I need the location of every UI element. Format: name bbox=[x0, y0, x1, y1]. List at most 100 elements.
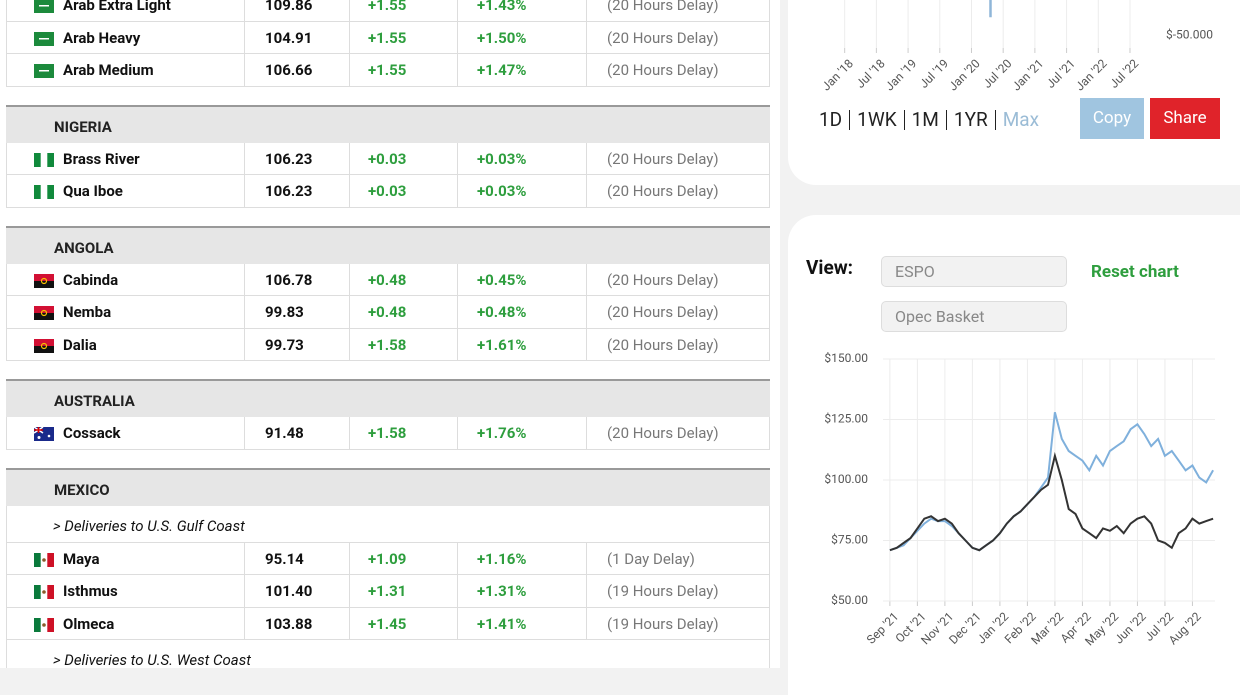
table-cell[interactable]: Cabinda bbox=[7, 263, 245, 295]
table-cell[interactable]: Nemba bbox=[7, 296, 245, 328]
section-header: MEXICO bbox=[6, 467, 770, 506]
table-cell: (20 Hours Delay) bbox=[607, 0, 719, 14]
x-tick-label: Jan '20 bbox=[946, 56, 983, 93]
table-cell: (19 Hours Delay) bbox=[607, 614, 719, 633]
table-cell: (1 Day Delay) bbox=[607, 549, 695, 568]
table-cell: +1.09 bbox=[350, 542, 458, 574]
x-tick-label: Jul '22 bbox=[1107, 56, 1142, 91]
section-header: AUSTRALIA bbox=[6, 379, 770, 417]
table-section: Arab Extra Light 109.86 +1.55 +1.43% (20 Hou… bbox=[6, 0, 770, 87]
flag bbox=[34, 427, 54, 441]
subheader: > Deliveries to U.S. West Coast bbox=[6, 640, 770, 668]
table-cell: 106.23 bbox=[245, 142, 350, 174]
flag bbox=[34, 617, 54, 632]
table-cell: +0.48 bbox=[350, 263, 458, 295]
table-cell: 106.66 bbox=[245, 54, 350, 86]
flag bbox=[34, 185, 54, 199]
period-button[interactable]: 1M bbox=[905, 110, 947, 130]
table-cell: 101.40 bbox=[245, 575, 350, 607]
table-cell: +0.03% bbox=[458, 175, 587, 207]
table-row: Brass River 106.23 +0.03 +0.03% (20 Hours De… bbox=[6, 142, 770, 175]
table-cell: +1.41% bbox=[458, 607, 587, 639]
table-cell[interactable]: Maya bbox=[7, 542, 245, 574]
period-button[interactable]: Max bbox=[1002, 108, 1040, 131]
table-cell: 109.86 bbox=[245, 0, 350, 21]
x-tick-label: Jan '21 bbox=[1009, 56, 1046, 93]
table-cell[interactable]: Cossack bbox=[7, 417, 245, 449]
table-cell: +1.16% bbox=[458, 542, 587, 574]
table-cell[interactable]: Brass River bbox=[7, 142, 245, 174]
table-cell[interactable]: Qua Iboe bbox=[7, 175, 245, 207]
table-cell: 95.14 bbox=[245, 542, 350, 574]
table-cell: +1.58 bbox=[350, 328, 458, 360]
y-tick-label: $-50.000 bbox=[1166, 27, 1213, 41]
table-cell: 103.88 bbox=[245, 607, 350, 639]
table-cell[interactable]: Olmeca bbox=[7, 607, 245, 639]
table-section: NIGERIA Brass River 106.23 +0.03 +0.03% (20 H… bbox=[6, 104, 770, 208]
copy-button[interactable]: Copy bbox=[1080, 98, 1144, 139]
table-row: Arab Extra Light 109.86 +1.55 +1.43% (20 Hou… bbox=[6, 0, 770, 22]
table-section: AUSTRALIA Cossack 91.48 +1.58 +1.76% (20 Hour… bbox=[6, 379, 770, 450]
table-cell: +1.76% bbox=[458, 417, 587, 449]
table-cell: +1.58 bbox=[350, 417, 458, 449]
table-row: Nemba 99.83 +0.48 +0.48% (20 Hours Delay) bbox=[6, 296, 770, 329]
x-tick-label: Sep '21 bbox=[864, 609, 901, 646]
view-label: View: bbox=[806, 256, 854, 279]
flag bbox=[34, 273, 54, 288]
period-button[interactable]: 1D bbox=[819, 110, 851, 130]
chart-card bbox=[788, 0, 1240, 185]
period-button[interactable]: 1WK bbox=[850, 110, 905, 130]
x-tick-label: Jul '20 bbox=[980, 56, 1015, 91]
x-tick-label: Jul '21 bbox=[1043, 56, 1077, 90]
table-cell: +1.43% bbox=[458, 0, 587, 21]
table-row: Isthmus 101.40 +1.31 +1.31% (19 Hours Delay) bbox=[6, 575, 770, 608]
select[interactable]: ESPO bbox=[881, 256, 1067, 287]
table-cell: (20 Hours Delay) bbox=[607, 28, 719, 47]
flag bbox=[34, 31, 54, 46]
subheader: > Deliveries to U.S. Gulf Coast bbox=[6, 505, 770, 543]
table-cell[interactable]: Dalia bbox=[7, 328, 245, 360]
table-cell: (20 Hours Delay) bbox=[607, 149, 719, 168]
flag bbox=[34, 552, 54, 567]
x-tick-label: Jan '19 bbox=[882, 56, 919, 93]
table-cell: +1.55 bbox=[350, 54, 458, 86]
select[interactable]: Opec Basket bbox=[881, 301, 1067, 332]
y-tick-label: $100.00 bbox=[824, 472, 868, 486]
table-row: Cabinda 106.78 +0.48 +0.45% (20 Hours Delay) bbox=[6, 263, 770, 296]
table-section: MEXICO > Deliveries to U.S. Gulf Coast May… bbox=[6, 467, 770, 668]
table-cell: +1.31% bbox=[458, 575, 587, 607]
table-cell[interactable]: Arab Medium bbox=[7, 54, 245, 86]
reset-chart-link[interactable]: Reset chart bbox=[1091, 262, 1179, 282]
table-cell[interactable]: Arab Heavy bbox=[7, 21, 245, 53]
table-cell: 99.83 bbox=[245, 296, 350, 328]
share-button[interactable]: Share bbox=[1150, 98, 1220, 139]
x-tick-label: Jul '18 bbox=[853, 56, 888, 91]
table-row: Cossack 91.48 +1.58 +1.76% (20 Hours Delay) bbox=[6, 417, 770, 450]
table-cell: (20 Hours Delay) bbox=[607, 335, 719, 354]
y-tick-label: $50.00 bbox=[831, 593, 868, 607]
table-cell: +0.03 bbox=[350, 175, 458, 207]
table-cell: +0.03 bbox=[350, 142, 458, 174]
flag bbox=[34, 152, 54, 167]
x-tick-label: Jan '22 bbox=[1073, 56, 1110, 93]
period-button[interactable]: 1YR bbox=[947, 110, 996, 130]
y-tick-label: $75.00 bbox=[831, 533, 868, 547]
table-cell: 91.48 bbox=[245, 417, 350, 449]
table-cell: +1.55 bbox=[350, 21, 458, 53]
x-tick-label: Jul '19 bbox=[917, 56, 951, 90]
y-tick-label: $125.00 bbox=[824, 412, 868, 426]
table-cell: (20 Hours Delay) bbox=[607, 424, 719, 442]
table-cell: +0.48% bbox=[458, 296, 587, 328]
table-cell: 104.91 bbox=[245, 21, 350, 53]
table-cell: +1.47% bbox=[458, 54, 587, 86]
table-row: Maya 95.14 +1.09 +1.16% (1 Day Delay) bbox=[6, 542, 770, 575]
table-cell[interactable]: Isthmus bbox=[7, 575, 245, 607]
table-cell: (20 Hours Delay) bbox=[607, 270, 719, 289]
table-cell: +0.48 bbox=[350, 296, 458, 328]
price-table-area: Arab Extra Light 109.86 +1.55 +1.43% (20 Hou… bbox=[0, 0, 780, 668]
data-line bbox=[889, 451, 1214, 552]
price-table: Arab Extra Light 109.86 +1.55 +1.43% (20 Hou… bbox=[6, 0, 770, 668]
table-cell[interactable]: Arab Extra Light bbox=[7, 0, 245, 21]
